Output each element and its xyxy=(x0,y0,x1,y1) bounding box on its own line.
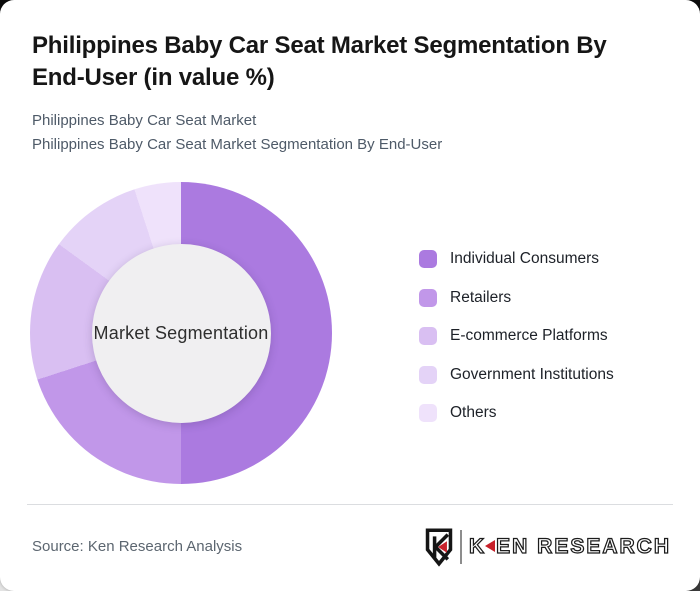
ken-research-shield-icon xyxy=(425,528,453,567)
legend-label: Government Institutions xyxy=(450,365,614,383)
legend-swatch xyxy=(419,404,437,422)
legend-swatch xyxy=(419,327,437,345)
footer-divider xyxy=(27,504,673,505)
donut-chart-area: Market Segmentation xyxy=(30,182,332,484)
donut-center-label: Market Segmentation xyxy=(93,322,269,343)
legend-swatch xyxy=(419,250,437,268)
subtitle-market: Philippines Baby Car Seat Market xyxy=(32,112,257,129)
brand-rest: EN RESEARCH xyxy=(496,534,671,558)
chart-legend: Individual Consumers Retailers E-commerc… xyxy=(419,250,614,443)
logo-separator xyxy=(459,530,462,564)
donut-hole: Market Segmentation xyxy=(91,243,271,423)
legend-item-others[interactable]: Others xyxy=(419,404,614,422)
ken-research-logo: K EN RESEARCH xyxy=(424,526,671,568)
source-text: Source: Ken Research Analysis xyxy=(32,538,243,555)
legend-item-individual-consumers[interactable]: Individual Consumers xyxy=(419,250,614,268)
legend-item-ecommerce-platforms[interactable]: E-commerce Platforms xyxy=(419,327,614,345)
legend-swatch xyxy=(419,365,437,384)
chart-subtitles: Philippines Baby Car Seat Market Philipp… xyxy=(32,109,652,156)
legend-item-retailers[interactable]: Retailers xyxy=(419,288,614,307)
chart-title: Philippines Baby Car Seat Market Segment… xyxy=(32,32,607,91)
legend-label: E-commerce Platforms xyxy=(450,327,608,344)
subtitle-segmentation: Philippines Baby Car Seat Market Segment… xyxy=(32,135,443,153)
legend-label: Retailers xyxy=(450,288,512,306)
brand-red-triangle-icon xyxy=(485,540,496,552)
brand-text: K EN RESEARCH xyxy=(468,534,671,559)
legend-swatch xyxy=(419,288,437,307)
brand-letter-k: K xyxy=(468,534,487,558)
legend-item-government-institutions[interactable]: Government Institutions xyxy=(419,365,614,384)
legend-label: Individual Consumers xyxy=(450,250,600,267)
legend-label: Others xyxy=(450,404,497,421)
